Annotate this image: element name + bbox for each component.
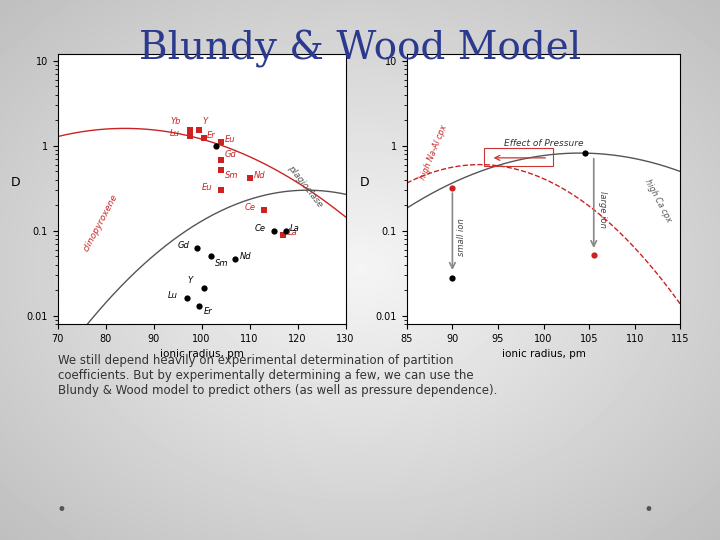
Text: large ion: large ion [598, 191, 607, 227]
Text: Er: Er [207, 131, 215, 140]
Text: Effect of Pressure: Effect of Pressure [504, 139, 583, 147]
Text: Ce: Ce [245, 203, 256, 212]
Text: Gd: Gd [225, 150, 237, 159]
Text: Y: Y [202, 117, 207, 126]
X-axis label: ionic radius, pm: ionic radius, pm [502, 349, 585, 359]
Text: Eu: Eu [225, 135, 235, 144]
Text: high Ca cpx: high Ca cpx [642, 178, 672, 224]
Text: Nd: Nd [239, 252, 251, 261]
Text: clinopyroxene: clinopyroxene [82, 192, 120, 253]
Text: We still depend heavily on experimental determination of partition
coefficients.: We still depend heavily on experimental … [58, 354, 497, 397]
Text: Blundy & Wood Model: Blundy & Wood Model [139, 30, 581, 68]
Text: Er: Er [203, 307, 212, 316]
Text: Yb: Yb [170, 117, 181, 126]
Y-axis label: D: D [11, 176, 20, 189]
Text: Ce: Ce [254, 225, 265, 233]
X-axis label: ionic radius, pm: ionic radius, pm [160, 349, 243, 359]
Y-axis label: D: D [360, 176, 369, 189]
Text: Y: Y [187, 276, 192, 285]
Text: Nd: Nd [253, 171, 266, 180]
Text: plagioclase: plagioclase [286, 164, 324, 209]
Bar [485, 148, 553, 166]
Text: high Na-Al cpx: high Na-Al cpx [419, 124, 449, 181]
Text: •: • [56, 501, 66, 519]
Text: •: • [643, 501, 653, 519]
Text: Lu: Lu [170, 129, 180, 138]
Text: Lu: Lu [168, 292, 178, 300]
Text: Eu: Eu [202, 183, 212, 192]
Text: La: La [289, 225, 300, 233]
Text: Sm: Sm [215, 259, 229, 268]
Text: La: La [287, 228, 297, 238]
Text: Sm: Sm [225, 171, 238, 180]
Text: small ion: small ion [457, 218, 466, 255]
Text: Gd: Gd [177, 241, 189, 251]
